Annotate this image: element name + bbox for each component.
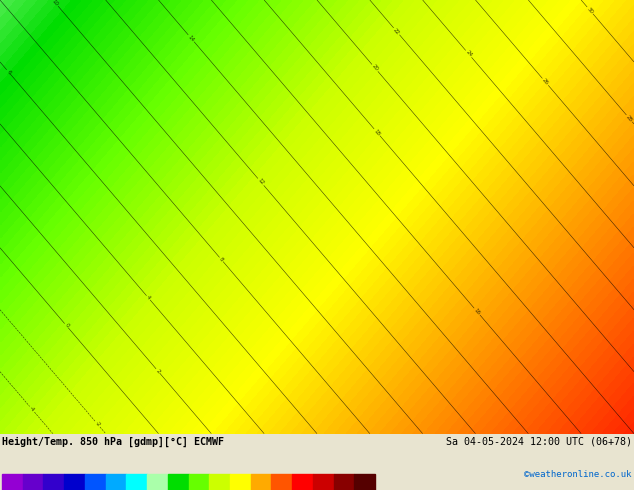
Text: 14: 14 xyxy=(187,34,195,43)
Bar xyxy=(106,474,126,490)
Bar xyxy=(313,474,333,490)
Text: 20: 20 xyxy=(371,64,379,72)
Text: 12: 12 xyxy=(257,178,265,186)
Text: Sa 04-05-2024 12:00 UTC (06+78): Sa 04-05-2024 12:00 UTC (06+78) xyxy=(446,437,632,446)
Text: 4: 4 xyxy=(145,295,152,301)
Text: 30: 30 xyxy=(586,6,594,15)
Text: -4: -4 xyxy=(29,406,36,413)
Text: -2: -2 xyxy=(94,420,101,428)
Text: 0: 0 xyxy=(63,323,70,329)
Bar xyxy=(85,474,106,490)
Bar xyxy=(354,474,375,490)
Text: ©weatheronline.co.uk: ©weatheronline.co.uk xyxy=(524,470,632,479)
Bar xyxy=(2,474,23,490)
Bar xyxy=(250,474,271,490)
Bar xyxy=(44,474,64,490)
Text: 8: 8 xyxy=(218,257,224,263)
Bar xyxy=(126,474,147,490)
Bar xyxy=(168,474,188,490)
Text: 10: 10 xyxy=(51,0,60,7)
Bar xyxy=(333,474,354,490)
Bar xyxy=(209,474,230,490)
Text: 18: 18 xyxy=(373,128,381,137)
Text: 6: 6 xyxy=(6,69,11,75)
Bar xyxy=(292,474,313,490)
Bar xyxy=(230,474,250,490)
Text: 22: 22 xyxy=(392,27,401,36)
Bar xyxy=(271,474,292,490)
Bar xyxy=(147,474,168,490)
Bar xyxy=(188,474,209,490)
Text: 2: 2 xyxy=(155,368,161,374)
Text: 26: 26 xyxy=(541,77,550,86)
Text: 24: 24 xyxy=(465,49,473,58)
Bar xyxy=(23,474,44,490)
Text: Height/Temp. 850 hPa [gdmp][°C] ECMWF: Height/Temp. 850 hPa [gdmp][°C] ECMWF xyxy=(2,437,224,447)
Text: 16: 16 xyxy=(473,307,481,316)
Bar xyxy=(64,474,85,490)
Text: 28: 28 xyxy=(625,114,633,122)
